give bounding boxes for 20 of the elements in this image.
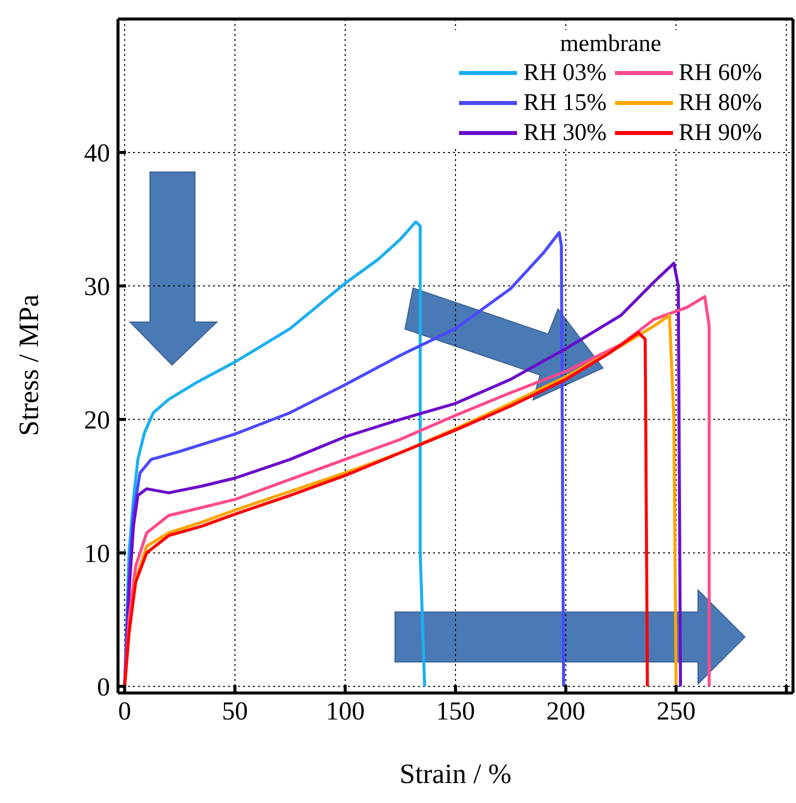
legend-label: RH 30% bbox=[523, 120, 607, 146]
legend-label: RH 03% bbox=[523, 60, 607, 86]
y-tick-label: 30 bbox=[84, 272, 110, 302]
x-tick-label: 150 bbox=[436, 696, 475, 726]
x-tick-label: 250 bbox=[656, 696, 696, 726]
x-tick-label: 200 bbox=[546, 696, 586, 726]
x-tick-label: 100 bbox=[326, 696, 365, 726]
legend-label: RH 80% bbox=[678, 90, 762, 116]
legend-label: RH 15% bbox=[523, 90, 607, 116]
y-axis-title: Stress / MPa bbox=[14, 294, 45, 436]
x-tick-label: 50 bbox=[222, 696, 248, 726]
y-tick-label: 40 bbox=[84, 138, 110, 168]
x-axis-title: Strain / % bbox=[400, 759, 512, 790]
y-tick-label: 0 bbox=[97, 672, 110, 702]
legend-title: membrane bbox=[559, 30, 662, 58]
legend-label: RH 90% bbox=[678, 120, 762, 146]
legend-label: RH 60% bbox=[678, 60, 762, 86]
y-tick-label: 10 bbox=[84, 539, 110, 568]
y-tick-label: 20 bbox=[84, 406, 110, 435]
x-tick-label: 0 bbox=[118, 696, 132, 726]
